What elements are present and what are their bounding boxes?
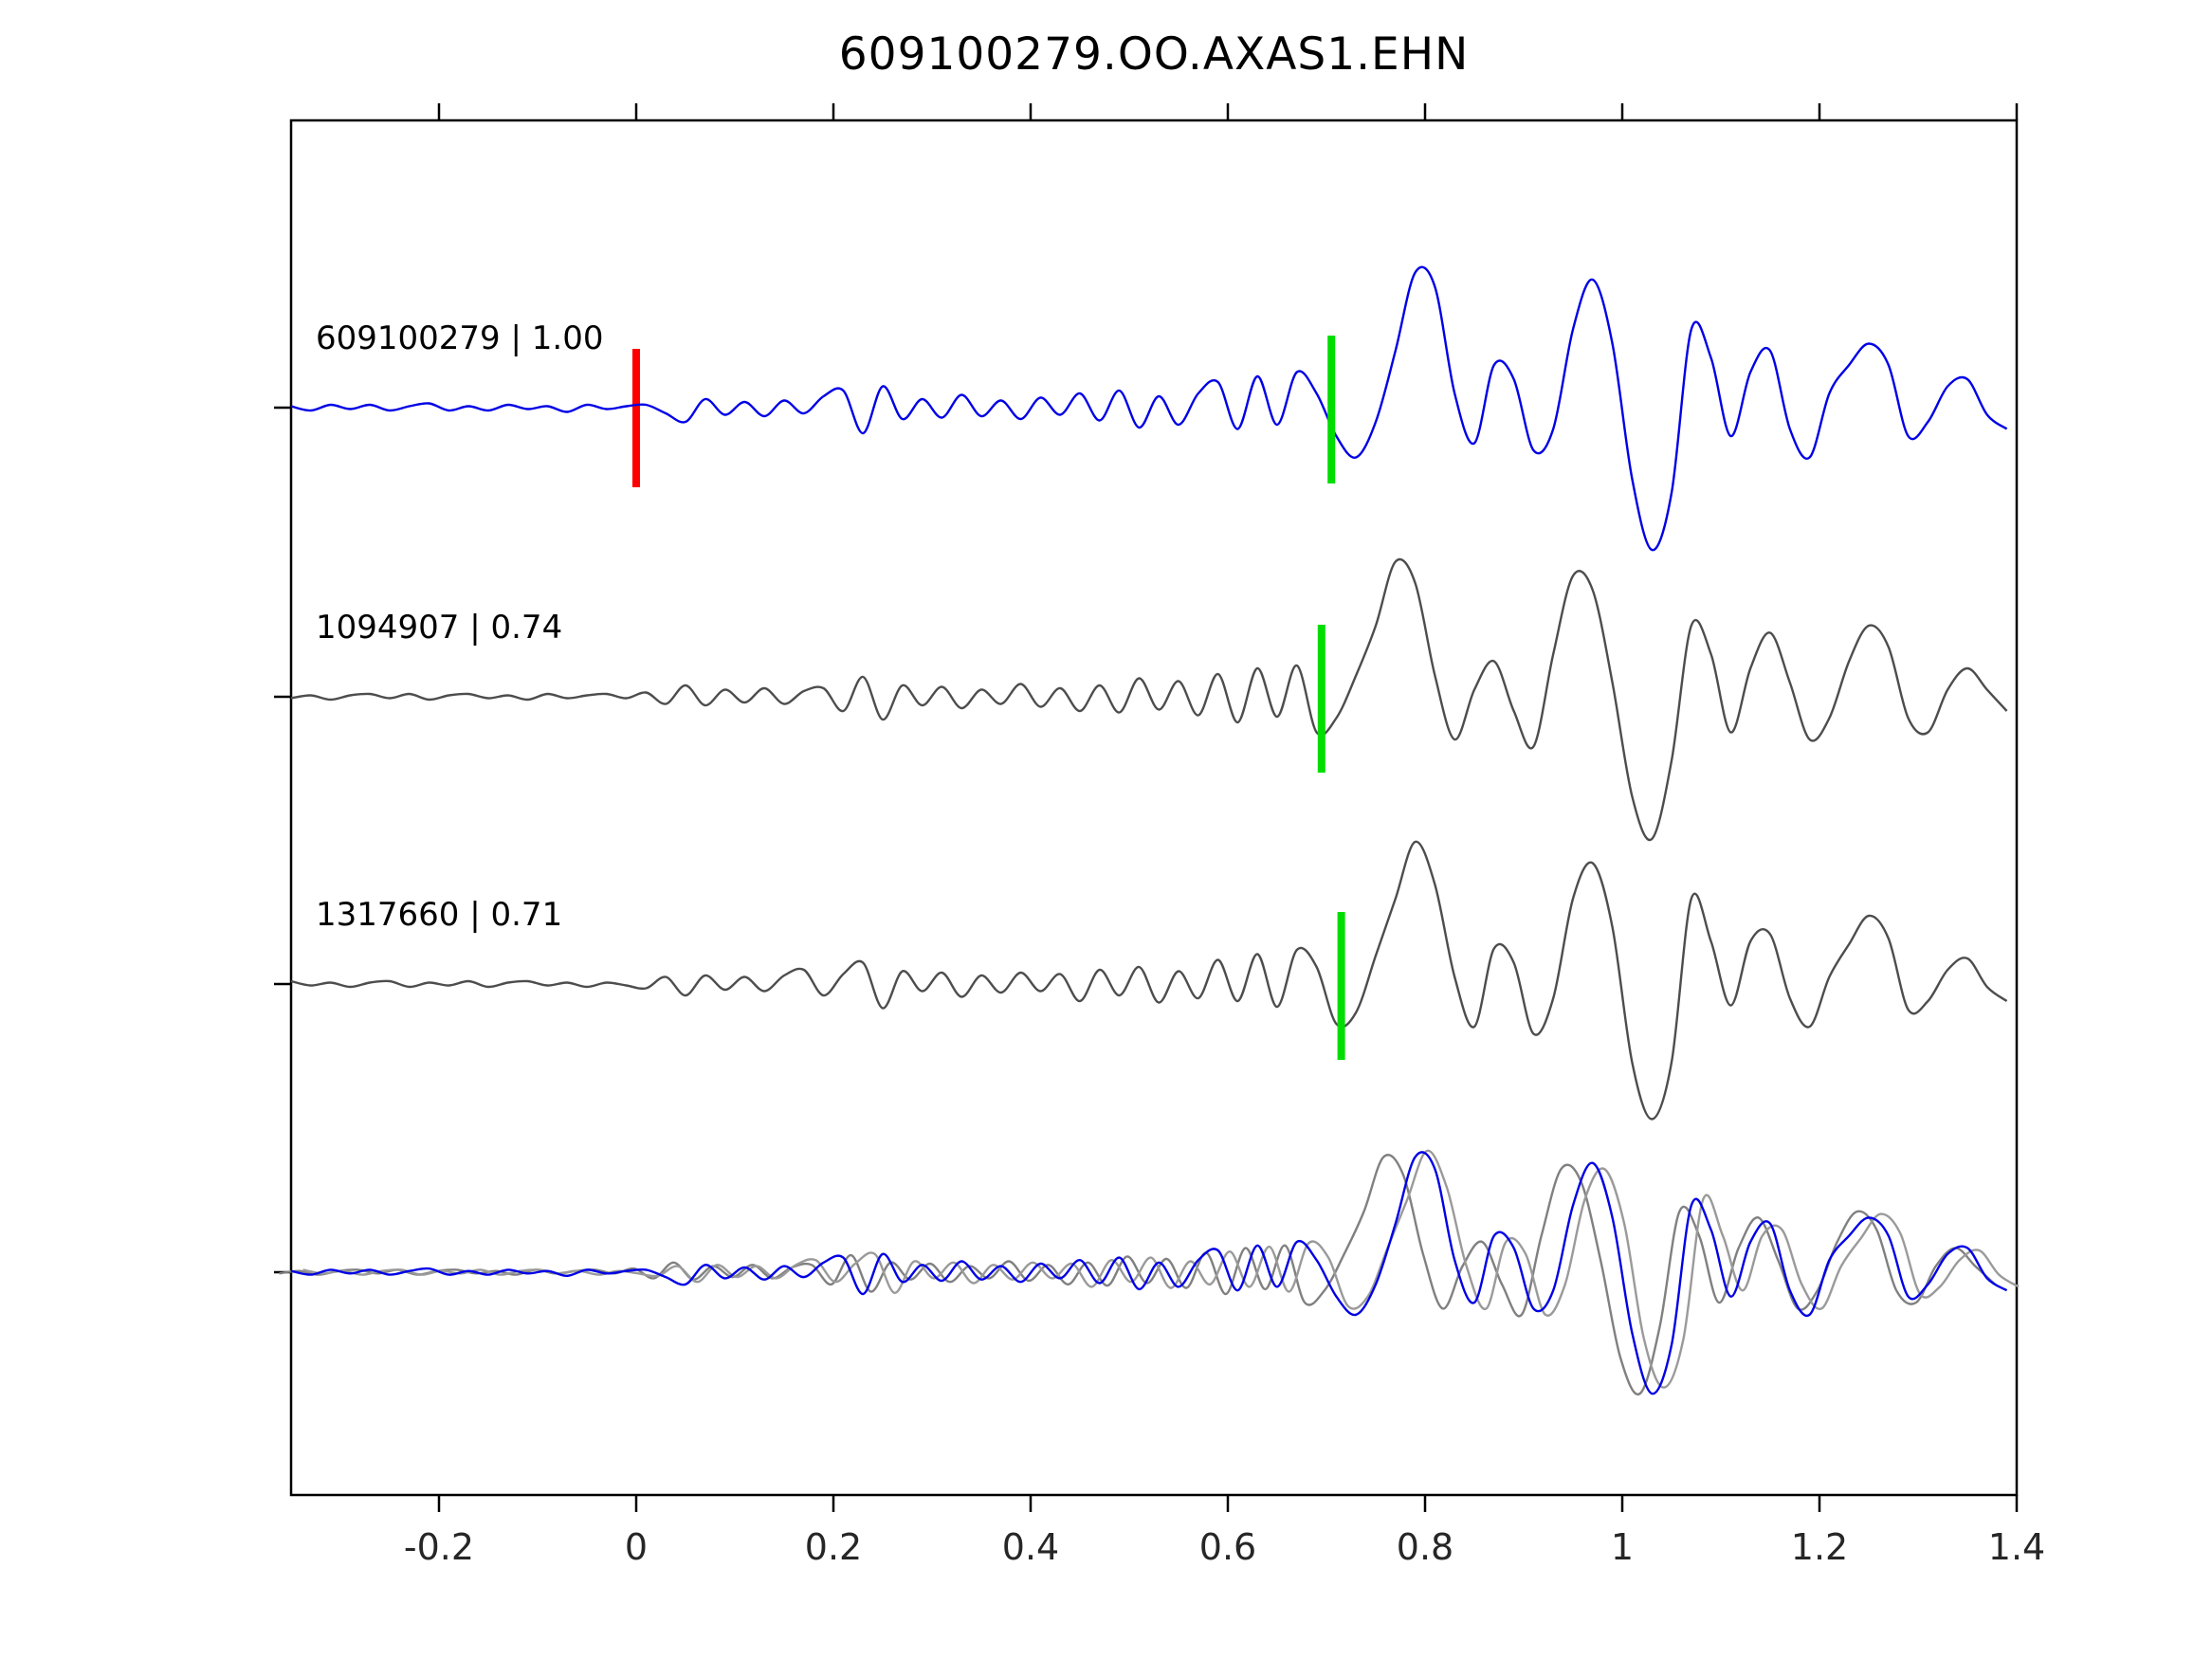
trace-label-609100279: 609100279 | 1.00 — [316, 319, 603, 357]
overlay-trace-609100279 — [290, 1151, 2008, 1395]
x-tick-label: 1 — [1611, 1526, 1634, 1568]
x-tick-label: 1.4 — [1988, 1526, 2045, 1568]
x-tick-label: 0 — [625, 1526, 648, 1568]
trace-line-1094907 — [290, 557, 2008, 842]
axes-frame — [289, 118, 2019, 1497]
trace-line-609100279 — [290, 265, 2008, 552]
pick-marker-green — [1337, 912, 1345, 1060]
overlay-trace-1317660 — [302, 1149, 2020, 1389]
x-tick-label: 0.2 — [805, 1526, 862, 1568]
pick-marker-green — [1327, 336, 1336, 483]
x-tick-label: 0.8 — [1397, 1526, 1453, 1568]
x-tick-label: 0.6 — [1199, 1526, 1256, 1568]
x-tick-label: 1.2 — [1791, 1526, 1848, 1568]
trace-line-1317660 — [290, 840, 2008, 1121]
pick-marker-green — [1317, 625, 1325, 773]
trace-label-1317660: 1317660 | 0.71 — [316, 896, 562, 934]
pick-marker-red — [632, 349, 640, 487]
x-tick-label: 0.4 — [1002, 1526, 1059, 1568]
plot-title: 609100279.OO.AXAS1.EHN — [838, 28, 1470, 81]
trace-label-1094907: 1094907 | 0.74 — [316, 609, 562, 647]
x-tick-label: -0.2 — [404, 1526, 474, 1568]
